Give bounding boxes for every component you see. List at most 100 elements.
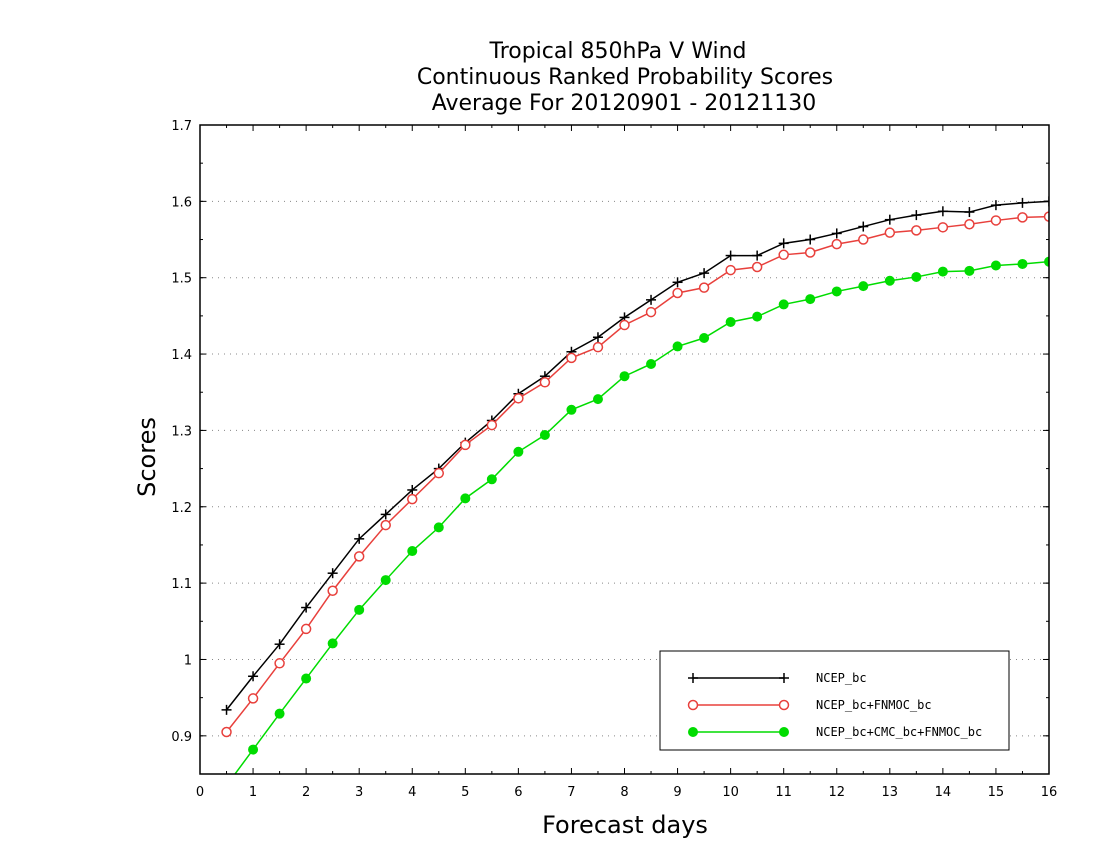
- data-point: [619, 319, 630, 331]
- legend-marker: [779, 727, 789, 737]
- data-point: [407, 493, 418, 505]
- x-tick-label: 9: [673, 785, 681, 800]
- y-tick-label: 1.5: [171, 272, 192, 287]
- y-tick-label: 0.9: [171, 730, 192, 745]
- data-point: [513, 446, 524, 457]
- data-point: [353, 551, 365, 562]
- data-point: [937, 266, 948, 277]
- data-point: [1017, 212, 1028, 223]
- data-point: [698, 282, 710, 293]
- data-point: [380, 575, 391, 586]
- data-point: [672, 341, 683, 352]
- x-axis-label: Forecast days: [542, 811, 708, 839]
- x-tick-label: 4: [408, 785, 416, 800]
- x-tick-label: 7: [567, 785, 575, 800]
- data-point: [592, 341, 604, 353]
- data-point: [486, 474, 497, 485]
- x-tick-label: 2: [302, 785, 310, 800]
- x-tick-label: 16: [1041, 785, 1058, 800]
- data-point: [539, 429, 550, 440]
- data-point: [990, 215, 1002, 226]
- series-2: [221, 211, 1049, 738]
- legend: NCEP_bc NCEP_bc+FNMOC_bc NCEP_bc+CMC_bc+FN…: [659, 650, 1010, 751]
- data-point: [805, 294, 816, 305]
- data-point: [301, 673, 312, 684]
- series-3: [222, 256, 1049, 790]
- x-tick-label: 13: [882, 785, 899, 800]
- x-tick-label: 15: [988, 785, 1005, 800]
- data-point: [804, 247, 816, 258]
- title-line-1: Tropical 850hPa V Wind: [488, 39, 746, 64]
- x-tick-label: 8: [620, 785, 628, 800]
- y-axis-label: Scores: [133, 417, 161, 497]
- x-tick-label: 14: [935, 785, 952, 800]
- data-point: [646, 358, 657, 369]
- data-point: [222, 781, 231, 790]
- x-tick-label: 12: [828, 785, 845, 800]
- data-point: [937, 222, 949, 233]
- data-point: [964, 219, 975, 230]
- data-point: [539, 377, 551, 388]
- data-point: [964, 265, 975, 276]
- legend-marker: [778, 699, 790, 711]
- data-point: [300, 623, 312, 635]
- data-point: [407, 546, 418, 557]
- legend-label: NCEP_bc: [816, 671, 867, 685]
- data-point: [1043, 211, 1049, 222]
- x-tick-label: 5: [461, 785, 469, 800]
- data-point: [778, 249, 789, 261]
- data-point: [433, 522, 444, 533]
- data-point: [274, 708, 285, 719]
- y-tick-label: 1.4: [171, 348, 192, 363]
- data-point: [1017, 258, 1028, 269]
- data-point: [486, 419, 498, 431]
- chart-title: Tropical 850hPa V Wind Continuous Ranked…: [417, 39, 833, 116]
- data-point: [751, 261, 763, 273]
- x-tick-label: 1: [249, 785, 257, 800]
- data-point: [990, 260, 1001, 271]
- data-point: [248, 744, 259, 755]
- x-tick-label: 0: [196, 785, 204, 800]
- y-tick-label: 1.7: [171, 119, 192, 134]
- data-point: [831, 286, 842, 297]
- data-point: [858, 281, 869, 292]
- data-point: [274, 658, 285, 669]
- data-point: [592, 394, 603, 405]
- data-point: [858, 234, 869, 245]
- data-point: [672, 287, 683, 299]
- data-point: [566, 404, 577, 415]
- data-point: [433, 467, 445, 479]
- data-point: [699, 333, 710, 344]
- data-point: [911, 225, 922, 236]
- data-point: [778, 299, 789, 310]
- title-line-2: Continuous Ranked Probability Scores: [417, 65, 833, 90]
- x-tick-label: 3: [355, 785, 363, 800]
- legend-marker: [687, 699, 699, 711]
- data-point: [460, 493, 471, 504]
- data-point: [725, 264, 736, 276]
- y-tick-label: 1.1: [171, 577, 192, 592]
- data-point: [566, 352, 577, 364]
- data-point: [884, 275, 895, 286]
- x-tick-label: 10: [722, 785, 739, 800]
- data-point: [725, 316, 736, 327]
- title-line-3: Average For 20120901 - 20121130: [432, 91, 817, 116]
- legend-box: [659, 650, 1010, 751]
- data-point: [513, 393, 524, 404]
- x-tick-label: 6: [514, 785, 522, 800]
- data-point: [911, 271, 922, 282]
- legend-marker: [688, 727, 698, 737]
- y-tick-label: 1.2: [171, 501, 192, 516]
- data-point: [460, 439, 471, 451]
- data-point: [645, 306, 657, 318]
- data-point: [831, 238, 842, 250]
- data-point: [327, 638, 338, 649]
- data-point: [327, 585, 338, 597]
- data-point: [247, 693, 259, 704]
- data-point: [1044, 256, 1049, 267]
- plot-series: [221, 196, 1049, 790]
- data-point: [619, 371, 630, 382]
- series-line: [225, 200, 1049, 711]
- y-tick-label: 1.6: [171, 195, 192, 210]
